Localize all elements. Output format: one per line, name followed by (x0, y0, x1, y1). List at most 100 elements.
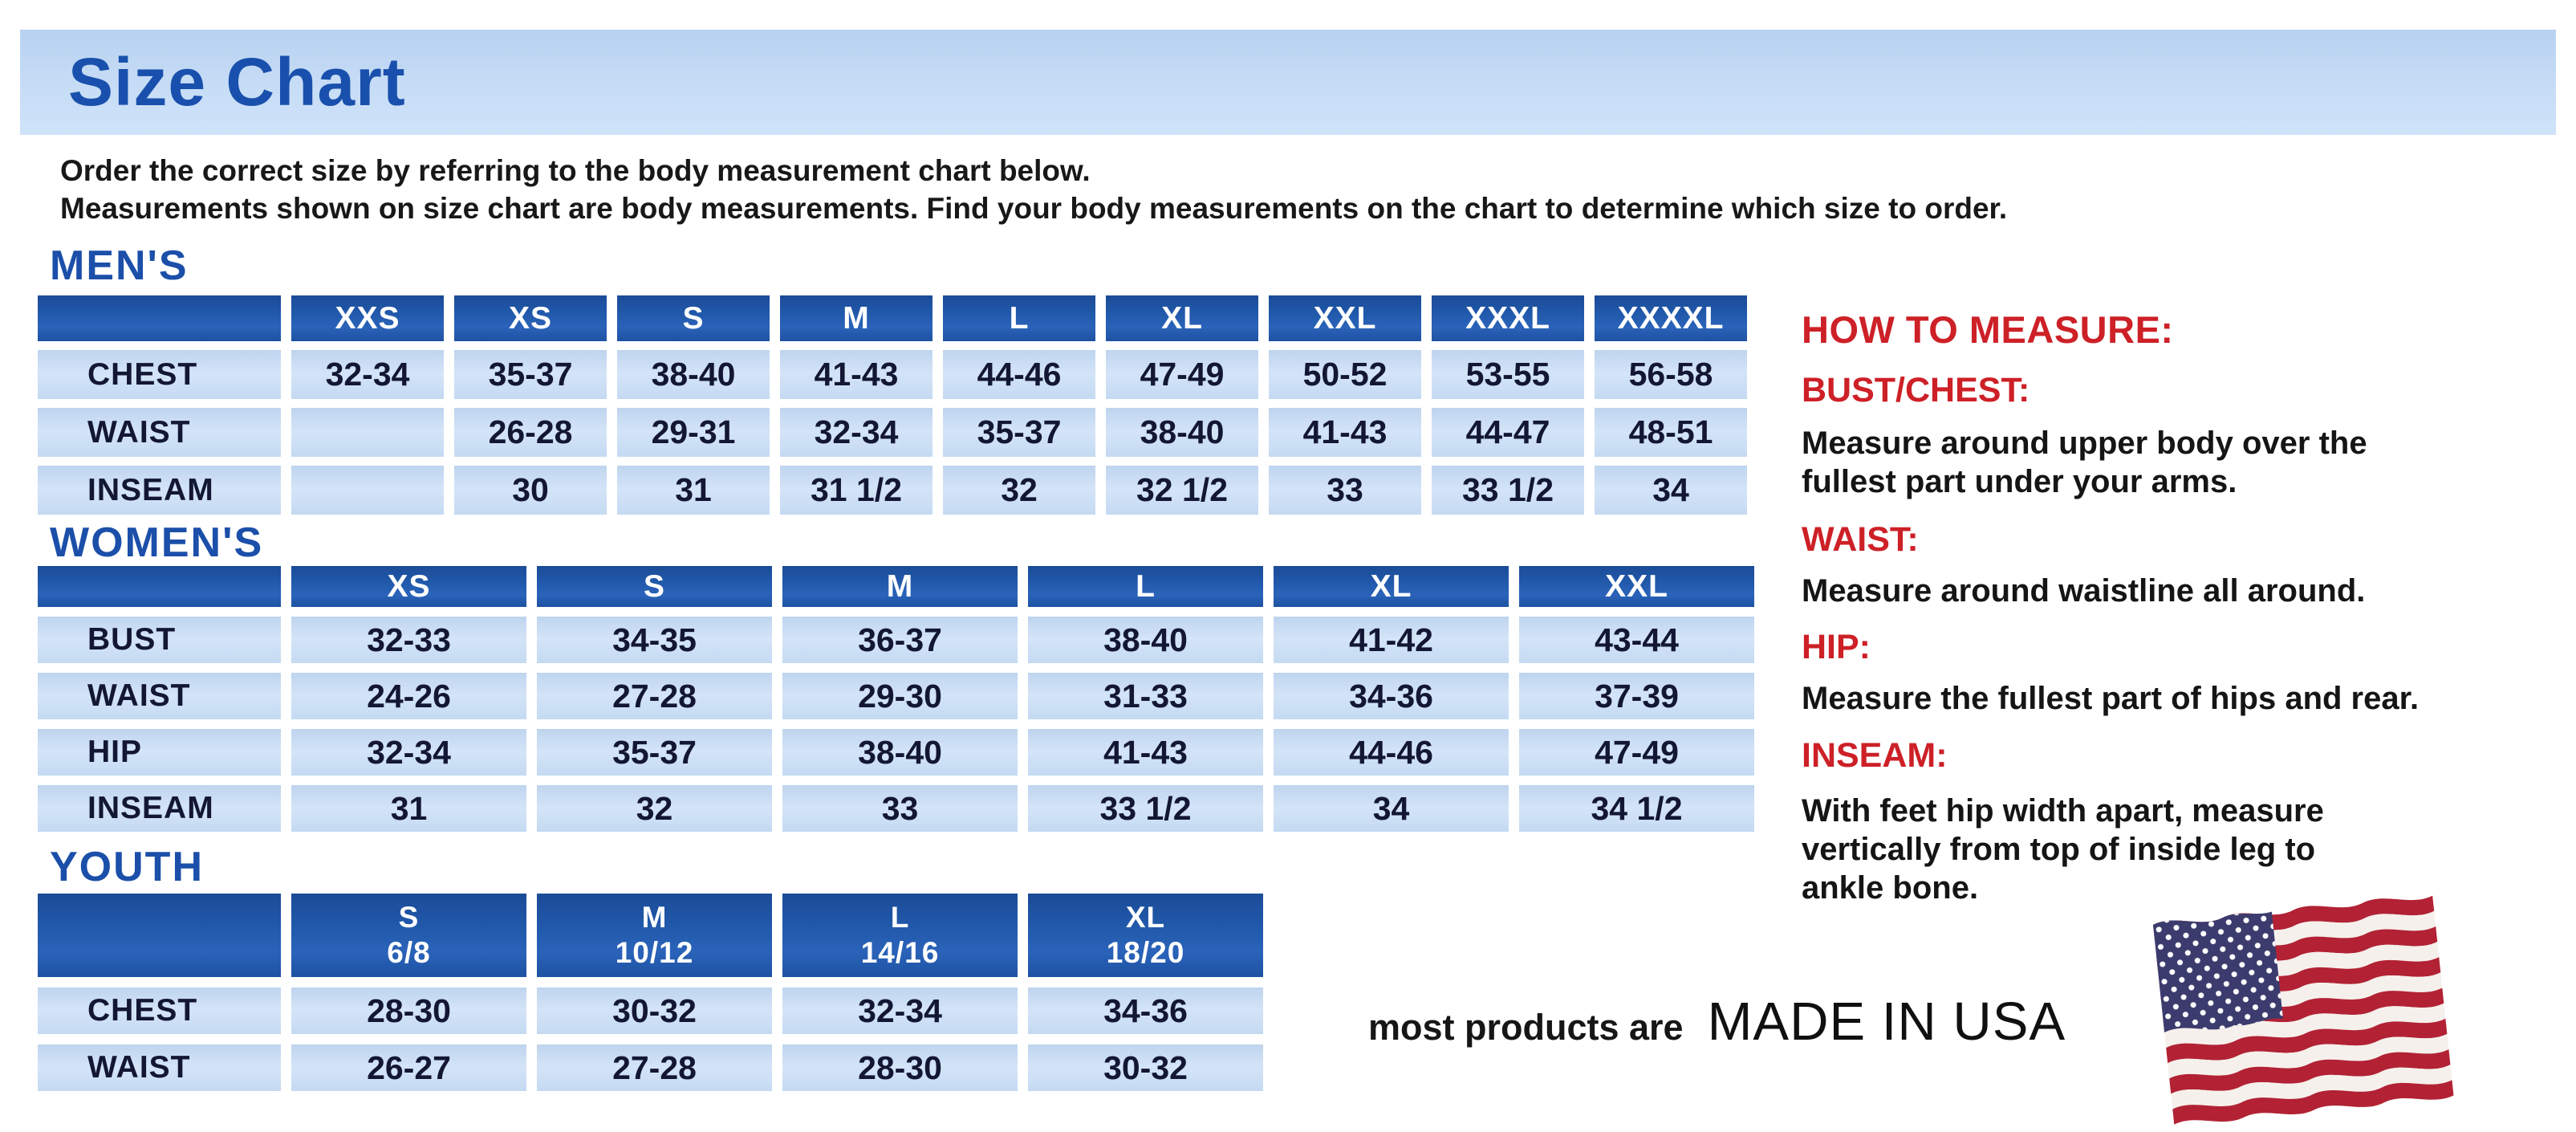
how-to-measure-section: HOW TO MEASURE: BUST/CHEST: Measure arou… (1802, 0, 2572, 1132)
size-value-cell: 32 1/2 (1106, 466, 1258, 515)
size-value-cell: 31 (291, 785, 526, 832)
size-column-header: XXXXL (1595, 295, 1747, 341)
size-value-cell: 33 (1269, 466, 1421, 515)
size-value-cell: 34-36 (1028, 987, 1263, 1034)
womens-size-table: XS S M L XL XXL BUST 32-33 34-35 36-37 38-40 41-42 4… (38, 566, 1754, 832)
size-value-cell: 44-47 (1432, 408, 1584, 457)
size-column-header: XL 18/20 (1028, 894, 1263, 977)
made-in-usa-prefix: most products are (1368, 1007, 1684, 1048)
table-corner-cell (38, 295, 281, 341)
intro-line-2: Measurements shown on size chart are bod… (60, 192, 2008, 225)
size-value-cell: 24-26 (291, 673, 526, 719)
size-value-cell: 43-44 (1519, 617, 1754, 663)
size-column-header: S (617, 295, 770, 341)
size-chart-banner: Size Chart (20, 30, 2556, 135)
section-heading-womens: WOMEN'S (50, 519, 264, 566)
row-label-cell: WAIST (38, 673, 281, 719)
size-column-header: XXL (1519, 566, 1754, 607)
size-value-cell: 31 (617, 466, 770, 515)
size-column-header: XXL (1269, 295, 1421, 341)
size-value-cell: 29-31 (617, 408, 770, 457)
measure-label-bust-chest: BUST/CHEST: (1802, 371, 2030, 409)
size-column-header: S 6/8 (291, 894, 526, 977)
size-column-header: XL (1106, 295, 1258, 341)
made-in-usa-text: MADE IN USA (1707, 992, 2066, 1052)
size-column-header: L (1028, 566, 1263, 607)
size-value-cell: 48-51 (1595, 408, 1747, 457)
table-corner-cell (38, 566, 281, 607)
size-value-cell: 26-27 (291, 1044, 526, 1091)
size-value-cell: 38-40 (1106, 408, 1258, 457)
size-value-cell: 47-49 (1519, 729, 1754, 776)
size-value-cell: 44-46 (1274, 729, 1509, 776)
us-flag-icon (2152, 893, 2454, 1127)
size-value-cell: 28-30 (291, 987, 526, 1034)
size-value-cell: 34-35 (537, 617, 772, 663)
size-value-cell: 29-30 (782, 673, 1018, 719)
measure-label-waist: WAIST: (1802, 520, 1919, 559)
size-column-header: XL (1274, 566, 1509, 607)
size-value-cell: 36-37 (782, 617, 1018, 663)
size-value-cell: 26-28 (454, 408, 607, 457)
size-value-cell: 32 (943, 466, 1095, 515)
size-value-cell: 32-34 (782, 987, 1018, 1034)
size-column-header: XXS (291, 295, 444, 341)
size-value-cell: 41-43 (1028, 729, 1263, 776)
size-value-cell: 41-43 (780, 350, 932, 399)
size-value-cell (291, 408, 444, 457)
how-to-measure-title: HOW TO MEASURE: (1802, 308, 2174, 351)
size-column-header: M (782, 566, 1018, 607)
size-value-cell: 56-58 (1595, 350, 1747, 399)
size-value-cell: 34 1/2 (1519, 785, 1754, 832)
size-value-cell: 44-46 (943, 350, 1095, 399)
size-value-cell: 32-34 (291, 729, 526, 776)
size-value-cell: 41-43 (1269, 408, 1421, 457)
measure-text-hip: Measure the fullest part of hips and rea… (1802, 681, 2420, 716)
size-value-cell: 50-52 (1269, 350, 1421, 399)
page-title: Size Chart (68, 44, 406, 120)
size-value-cell: 28-30 (782, 1044, 1018, 1091)
measure-text-inseam: With feet hip width apart, measure verti… (1802, 793, 2324, 906)
size-value-cell: 35-37 (537, 729, 772, 776)
row-label-cell: BUST (38, 617, 281, 663)
size-value-cell: 32 (537, 785, 772, 832)
size-value-cell: 32-34 (291, 350, 444, 399)
size-value-cell: 35-37 (454, 350, 607, 399)
size-value-cell: 31 1/2 (780, 466, 932, 515)
size-value-cell: 47-49 (1106, 350, 1258, 399)
row-label-cell: CHEST (38, 350, 281, 399)
row-label-cell: WAIST (38, 1044, 281, 1091)
measure-text-bust-chest: Measure around upper body over the fulle… (1802, 426, 2367, 499)
size-value-cell: 38-40 (1028, 617, 1263, 663)
intro-line-1: Order the correct size by referring to t… (60, 154, 1091, 187)
size-value-cell: 34 (1595, 466, 1747, 515)
size-column-header: L (943, 295, 1095, 341)
made-in-usa-statement: most products are MADE IN USA (1368, 991, 2066, 1053)
size-value-cell: 38-40 (782, 729, 1018, 776)
size-column-header: XS (291, 566, 526, 607)
size-value-cell: 33 1/2 (1028, 785, 1263, 832)
size-value-cell: 32-34 (780, 408, 932, 457)
size-column-header: XXXL (1432, 295, 1584, 341)
row-label-cell: HIP (38, 729, 281, 776)
size-value-cell: 32-33 (291, 617, 526, 663)
size-value-cell: 37-39 (1519, 673, 1754, 719)
row-label-cell: WAIST (38, 408, 281, 457)
size-value-cell: 38-40 (617, 350, 770, 399)
size-value-cell: 31-33 (1028, 673, 1263, 719)
row-label-cell: INSEAM (38, 466, 281, 515)
size-value-cell: 30 (454, 466, 607, 515)
youth-size-table: S 6/8 M 10/12 L 14/16 XL 18/20 CHEST 28-30 30-… (38, 894, 1263, 1091)
size-column-header: S (537, 566, 772, 607)
size-value-cell: 35-37 (943, 408, 1095, 457)
section-heading-youth: YOUTH (50, 844, 204, 890)
size-value-cell: 34-36 (1274, 673, 1509, 719)
mens-size-table: XXS XS S M L XL XXL XXXL XXXXL CHEST 32-34 35-37 38-… (38, 295, 1747, 515)
size-value-cell (291, 466, 444, 515)
size-column-header: M (780, 295, 932, 341)
size-column-header: XS (454, 295, 607, 341)
size-value-cell: 27-28 (537, 1044, 772, 1091)
row-label-cell: CHEST (38, 987, 281, 1034)
measure-text-waist: Measure around waistline all around. (1802, 573, 2366, 609)
size-value-cell: 41-42 (1274, 617, 1509, 663)
